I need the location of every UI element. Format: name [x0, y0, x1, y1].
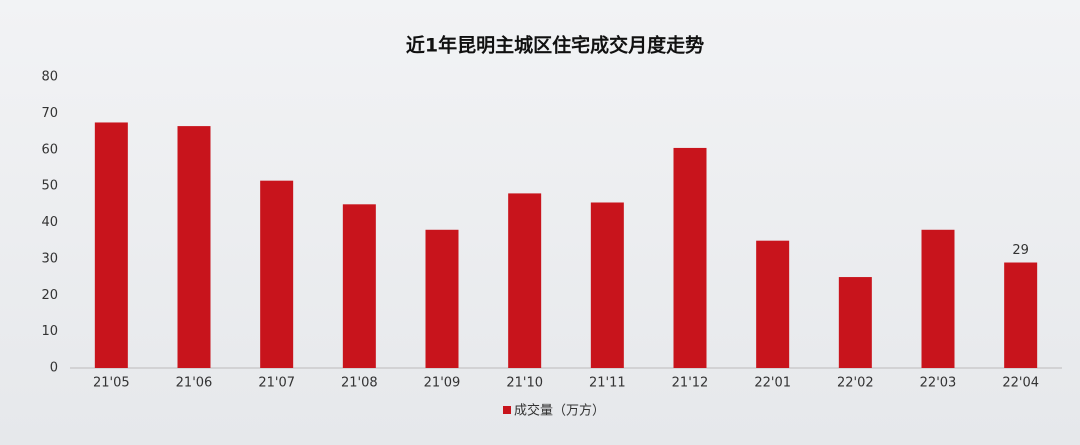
- x-tick-label: 21'09: [424, 376, 461, 391]
- x-tick-label: 22'02: [837, 376, 874, 391]
- x-tick-label: 21'06: [176, 376, 213, 391]
- bar: [838, 277, 872, 368]
- y-tick-label: 0: [50, 361, 58, 376]
- x-tick-label: 21'08: [341, 376, 378, 391]
- chart-title: 近1年昆明主城区住宅成交月度走势: [406, 34, 704, 57]
- bar: [177, 126, 211, 368]
- bar: [673, 147, 707, 368]
- bar: [425, 229, 459, 368]
- x-tick-label: 22'03: [920, 376, 957, 391]
- bar: [342, 204, 376, 368]
- y-tick-label: 20: [41, 288, 58, 303]
- bar: [590, 202, 624, 368]
- y-tick-label: 40: [41, 215, 58, 230]
- y-tick-label: 30: [41, 251, 58, 266]
- bar: [94, 122, 128, 368]
- bar: [1004, 262, 1038, 368]
- legend-label: 成交量（万方）: [514, 403, 605, 419]
- y-tick-label: 60: [41, 142, 58, 157]
- bar: [921, 229, 955, 368]
- y-tick-label: 50: [41, 179, 58, 194]
- x-tick-label: 21'05: [93, 376, 130, 391]
- x-tick-label: 21'12: [672, 376, 709, 391]
- bar: [508, 193, 542, 368]
- x-tick-label: 21'11: [589, 376, 626, 391]
- x-tick-label: 22'01: [754, 376, 791, 391]
- y-tick-label: 10: [41, 324, 58, 339]
- data-label: 29: [1012, 243, 1029, 258]
- bar: [756, 240, 790, 368]
- x-tick-label: 22'04: [1002, 376, 1039, 391]
- y-tick-label: 70: [41, 106, 58, 121]
- y-tick-label: 80: [41, 70, 58, 85]
- bar: [260, 180, 294, 368]
- legend-swatch: [503, 406, 511, 414]
- x-tick-label: 21'07: [258, 376, 295, 391]
- x-tick-label: 21'10: [506, 376, 543, 391]
